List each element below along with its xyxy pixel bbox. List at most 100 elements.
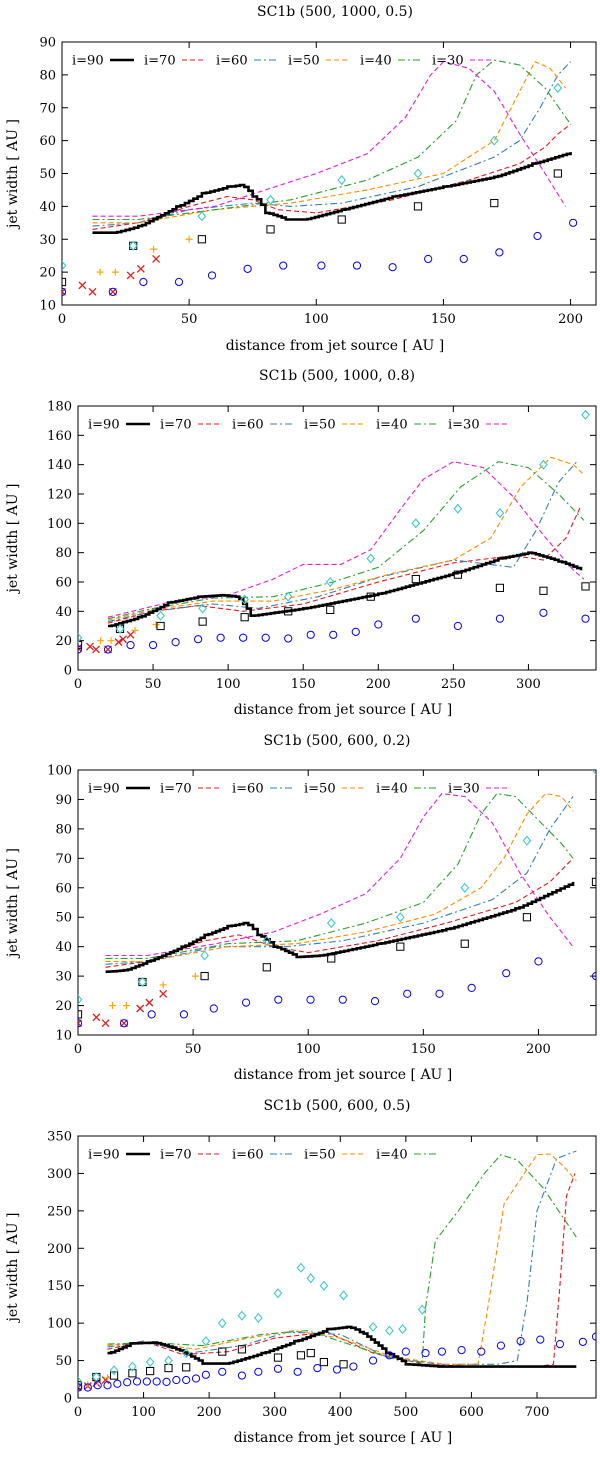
data-point-circle — [477, 1347, 486, 1356]
data-point-circle — [306, 630, 315, 639]
data-point-square — [326, 605, 335, 614]
data-point-x — [152, 255, 161, 263]
series-line-i60 — [92, 61, 571, 227]
y-tick-label: 10 — [39, 299, 56, 314]
x-tick-label: 100 — [131, 1405, 156, 1420]
data-point-circle — [352, 261, 362, 270]
x-axis-label: distance from jet source [ AU ] — [234, 1067, 453, 1083]
data-point-plus — [191, 972, 199, 980]
chart-panel-4: SC1b (500, 600, 0.5)0 100 200 300 400 500 600 7… — [5, 1098, 597, 1446]
y-tick-label: 40 — [55, 605, 72, 620]
legend-label: i=90 — [88, 1148, 120, 1163]
data-point-circle — [459, 254, 468, 264]
plot-frame — [61, 41, 597, 306]
data-point-square — [115, 624, 125, 634]
data-point-diamond — [237, 1310, 247, 1321]
y-tick-label: 70 — [55, 852, 72, 867]
legend-label: i=40 — [376, 1148, 408, 1163]
data-point-circle — [495, 614, 505, 623]
legend-label: i=90 — [88, 782, 120, 797]
data-point-circle — [457, 1345, 466, 1355]
data-point-circle — [243, 264, 252, 273]
data-point-circle — [435, 989, 444, 998]
data-point-circle — [182, 1375, 191, 1385]
data-point-circle — [578, 1337, 587, 1346]
chart-panel-1: SC1b (500, 1000, 0.5) 0 50 100 150 200 10 20 30 4… — [5, 4, 597, 354]
series-line-i90 — [92, 152, 572, 234]
data-point-diamond — [273, 1288, 283, 1299]
y-tick-label: 250 — [47, 1204, 72, 1219]
data-point-diamond — [145, 1357, 155, 1368]
y-tick-label: 60 — [39, 134, 56, 149]
data-point-square — [337, 215, 346, 224]
data-point-circle — [78, 645, 83, 654]
y-tick-label: 160 — [47, 429, 72, 444]
data-point-square — [553, 169, 562, 178]
legend-label: i=70 — [144, 54, 176, 69]
y-tick-label: 140 — [47, 458, 72, 473]
data-point-diamond — [413, 168, 423, 179]
data-point-circle — [147, 1010, 156, 1019]
data-point-plus — [152, 621, 160, 629]
data-point-circle — [496, 1341, 506, 1350]
legend-label: i=70 — [160, 1148, 192, 1163]
series-line-i30 — [92, 61, 566, 217]
plot-area — [78, 1150, 596, 1392]
data-point-circle — [313, 1363, 322, 1373]
data-point-circle — [209, 1004, 218, 1013]
data-point-circle — [534, 957, 543, 966]
data-point-diamond — [306, 1273, 316, 1284]
legend-label: i=50 — [304, 418, 336, 433]
legend-label: i=90 — [72, 54, 104, 69]
data-point-square — [266, 225, 275, 234]
series-line-i90 — [108, 551, 583, 628]
data-point-diamond — [78, 1376, 83, 1387]
data-point-diamond — [553, 82, 563, 94]
plot-frame — [77, 1135, 597, 1399]
y-axis-label: jet width [ AU ] — [5, 1213, 21, 1324]
data-point-diamond — [217, 1318, 227, 1329]
x-tick-label: 50 — [145, 677, 162, 692]
data-point-diamond — [128, 1361, 137, 1372]
y-tick-label: 100 — [47, 517, 72, 532]
y-tick-label: 50 — [39, 167, 56, 182]
legend-label: i=60 — [232, 1148, 264, 1163]
data-point-x — [136, 264, 145, 273]
y-tick-label: 40 — [39, 200, 56, 215]
data-point-diamond — [92, 1371, 101, 1383]
x-tick-label: 400 — [328, 1405, 353, 1420]
legend-label: i=90 — [88, 418, 120, 433]
x-tick-label: 700 — [525, 1405, 550, 1420]
data-point-circle — [437, 1347, 447, 1356]
data-point-circle — [62, 287, 67, 296]
data-point-circle — [569, 218, 578, 227]
data-point-diamond — [398, 1324, 407, 1335]
data-point-plus — [131, 626, 139, 634]
data-point-diamond — [156, 610, 165, 621]
x-tick-label: 600 — [459, 1405, 484, 1420]
data-point-diamond — [417, 1304, 427, 1315]
y-tick-label: 60 — [55, 576, 72, 591]
data-point-diamond — [164, 1355, 173, 1366]
data-point-circle — [237, 1371, 247, 1380]
data-point-circle — [139, 277, 148, 287]
data-point-circle — [338, 995, 347, 1004]
data-point-square — [240, 613, 249, 622]
data-point-circle — [388, 263, 397, 272]
data-point-circle — [174, 277, 184, 287]
y-tick-label: 80 — [55, 546, 72, 561]
data-point-circle — [78, 1383, 83, 1392]
data-point-square — [453, 570, 462, 579]
y-tick-label: 60 — [55, 881, 72, 896]
y-tick-label: 70 — [39, 101, 56, 116]
data-point-diamond — [266, 194, 275, 205]
x-tick-label: 100 — [296, 1042, 321, 1057]
data-point-circle — [274, 995, 283, 1004]
series-line-i70 — [92, 123, 571, 230]
x-tick-label: 200 — [197, 1405, 222, 1420]
data-point-x — [145, 998, 154, 1007]
data-point-circle — [172, 1375, 181, 1385]
x-tick-label: 100 — [304, 312, 329, 327]
data-point-circle — [123, 1378, 132, 1387]
data-point-diamond — [198, 603, 207, 614]
